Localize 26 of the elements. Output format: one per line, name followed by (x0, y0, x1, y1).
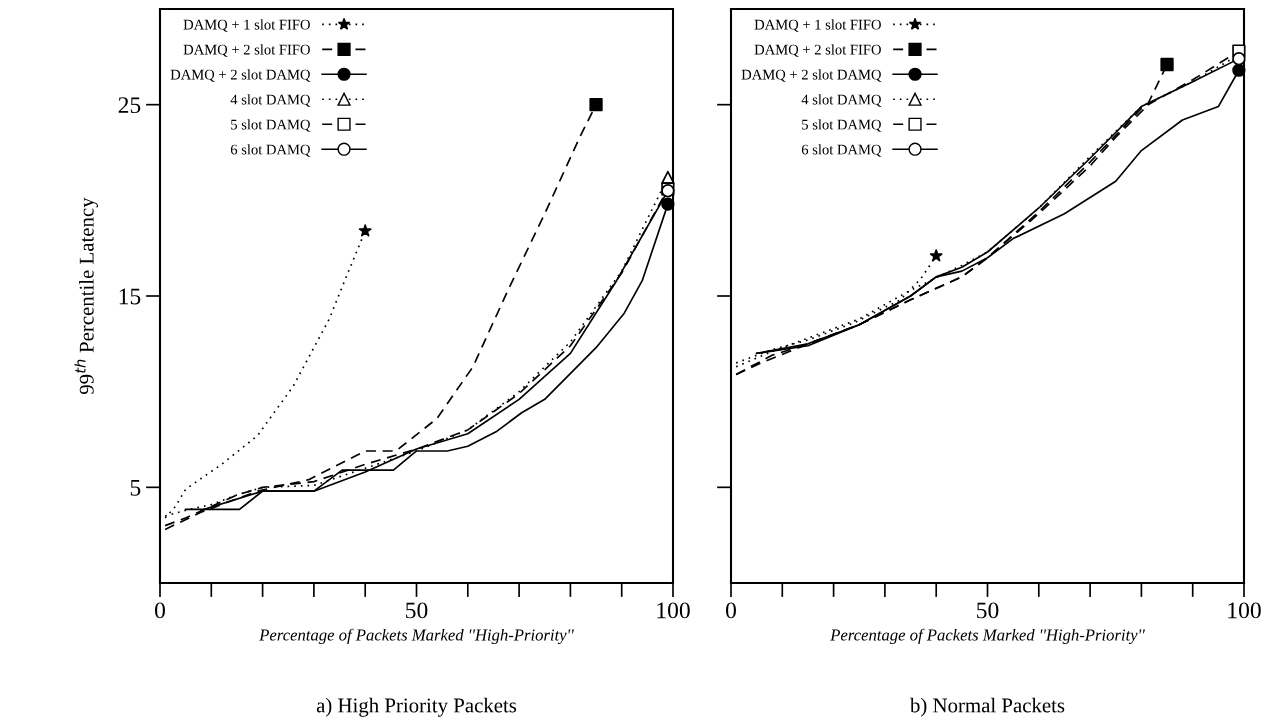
x-tick-label: 100 (657, 602, 690, 619)
y-axis-title: 99$^{th}$ Percentile Latency (74, 197, 98, 395)
legend-label: 5 slot DAMQ (802, 119, 882, 132)
legend-label: 6 slot DAMQ (230, 144, 311, 157)
legend-label: DAMQ + 2 slot DAMQ (170, 69, 311, 82)
text: a) High Priority Packets (316, 697, 517, 717)
x-axis-title: Percentage of Packets Marked ''High-Priority'' (830, 628, 1145, 645)
x-tick-label: 0 (726, 602, 736, 619)
legend-label: 6 slot DAMQ (801, 144, 882, 157)
x-tick-label: 100 (1228, 602, 1261, 619)
legend-label: 4 slot DAMQ (801, 94, 882, 107)
x-tick-label: 50 (406, 602, 428, 619)
x-tick-label: 50 (977, 602, 999, 619)
y-tick-label: 15 (119, 288, 141, 305)
legend-label: 4 slot DAMQ (230, 94, 311, 107)
x-tick-label: 0 (155, 602, 165, 619)
y-tick-label: 5 (130, 480, 141, 496)
x-axis-title: Percentage of Packets Marked ''High-Priority'' (259, 628, 574, 645)
legend-label: DAMQ + 2 slot FIFO (754, 44, 881, 57)
legend-label: DAMQ + 1 slot FIFO (754, 19, 881, 32)
legend-label: 5 slot DAMQ (231, 119, 311, 132)
legend-label: DAMQ + 1 slot FIFO (183, 19, 310, 32)
legend-label: DAMQ + 2 slot FIFO (183, 44, 310, 57)
legend-label: DAMQ + 2 slot DAMQ (741, 69, 882, 82)
text: b) Normal Packets (909, 697, 1065, 717)
y-tick-label: 25 (118, 97, 141, 114)
